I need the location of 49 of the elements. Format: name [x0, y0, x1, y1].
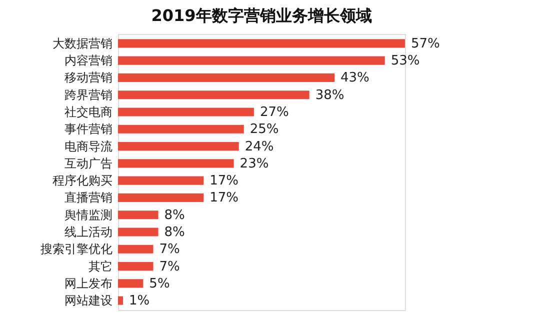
- y-tick-label: 搜索引擎优化: [40, 242, 112, 256]
- bar: [118, 279, 144, 288]
- bar: [118, 244, 154, 254]
- y-tick-label: 网上发布: [64, 276, 112, 290]
- y-tick-label: 互动广告: [64, 156, 112, 170]
- y-tick-label: 跨界营销: [64, 88, 112, 102]
- bar: [118, 262, 154, 271]
- y-tick-label: 网站建设: [64, 294, 112, 308]
- data-label: 1%: [129, 294, 150, 309]
- bar: [118, 142, 239, 151]
- y-tick-label: 内容营销: [64, 54, 112, 68]
- y-tick-label: 直播营销: [64, 190, 112, 205]
- y-tick-label: 移动营销: [64, 70, 112, 85]
- data-label: 53%: [390, 54, 420, 69]
- bar: [118, 39, 405, 48]
- y-tick-label: 线上活动: [64, 225, 112, 239]
- y-tick-label: 舆情监测: [64, 208, 112, 222]
- bar: [118, 210, 158, 220]
- y-tick-label: 事件营销: [64, 122, 112, 136]
- data-label: 38%: [315, 88, 344, 103]
- bar: [118, 296, 124, 305]
- bar: [118, 73, 335, 82]
- chart-title: 2019年数字营销业务增长领域: [151, 6, 372, 25]
- data-label: 7%: [159, 259, 180, 274]
- data-label: 7%: [159, 242, 180, 258]
- data-label: 8%: [164, 208, 185, 223]
- bar: [118, 56, 385, 65]
- bar: [118, 193, 204, 202]
- bar: [118, 159, 234, 168]
- y-tick-label: 大数据营销: [52, 36, 112, 50]
- data-label: 8%: [164, 225, 185, 240]
- data-label: 27%: [260, 105, 289, 120]
- data-label: 43%: [340, 70, 370, 86]
- data-label: 5%: [149, 276, 170, 292]
- data-label: 23%: [240, 156, 269, 172]
- bar: [118, 108, 254, 116]
- data-label: 24%: [244, 139, 274, 154]
- data-label: 17%: [210, 190, 239, 206]
- data-label: 25%: [250, 122, 279, 138]
- bar: [118, 228, 158, 236]
- bar: [118, 124, 244, 134]
- data-label: 57%: [411, 36, 440, 52]
- y-tick-label: 其它: [88, 259, 112, 274]
- y-tick-label: 社交电商: [64, 105, 112, 119]
- bar: [118, 176, 204, 185]
- data-label: 17%: [210, 174, 239, 189]
- y-tick-label: 程序化购买: [52, 174, 112, 188]
- y-tick-label: 电商导流: [64, 139, 112, 154]
- bar: [118, 90, 310, 100]
